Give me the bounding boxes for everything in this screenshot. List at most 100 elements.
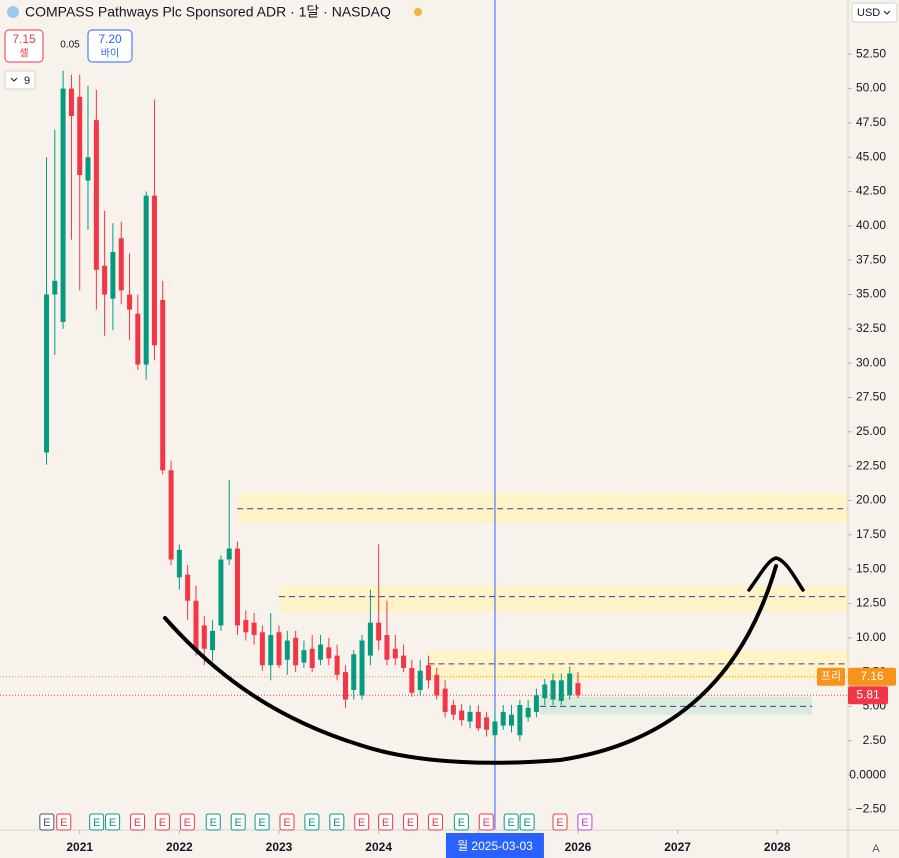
currency-button[interactable] <box>851 2 898 23</box>
candle-body <box>550 680 556 700</box>
x-tick-label: 2023 <box>266 840 293 854</box>
pre-market-tag <box>817 667 845 686</box>
event-label: E <box>308 817 315 829</box>
event-label: E <box>184 817 191 829</box>
chart-title: COMPASS Pathways Plc Sponsored ADR · 1달 … <box>25 4 391 20</box>
candle-body <box>293 637 299 666</box>
x-tick-label: 2026 <box>565 840 592 854</box>
x-tick-label: 2022 <box>166 840 193 854</box>
y-tick-label: 22.50 <box>856 458 886 472</box>
event-icon <box>89 813 105 831</box>
y-tick-label: 37.50 <box>856 252 886 266</box>
candle-body <box>342 672 348 700</box>
candle-body <box>301 650 307 663</box>
candle-body <box>185 574 191 601</box>
pre-market-price: 7.16 <box>860 669 884 683</box>
candle-body <box>226 548 232 560</box>
candle-body <box>151 195 157 346</box>
candle-body <box>77 96 83 176</box>
last-price: 5.81 <box>856 687 880 701</box>
event-icon <box>503 813 519 831</box>
y-tick-label: 17.50 <box>856 527 886 541</box>
candle-body <box>392 648 398 659</box>
candle-body <box>459 710 465 721</box>
candle-body <box>127 294 133 310</box>
candle-body <box>525 707 531 718</box>
candle-body <box>484 717 490 730</box>
drawn-curve <box>163 564 778 765</box>
event-label: E <box>581 817 588 829</box>
buy-price[interactable]: 7.20 <box>98 32 122 46</box>
y-tick-label: 52.50 <box>856 46 886 60</box>
x-tick-label: 2021 <box>66 840 93 854</box>
event-icon <box>354 813 370 831</box>
event-icon <box>179 813 195 831</box>
y-tick-label: 47.50 <box>856 115 886 129</box>
indicator-toggle[interactable] <box>4 70 36 90</box>
spread: 0.05 <box>60 40 80 51</box>
candle-body <box>359 640 365 696</box>
plot-area <box>0 0 848 830</box>
candle-body <box>276 632 282 666</box>
candle-body <box>475 711 481 729</box>
candle-body <box>318 644 324 660</box>
candle-body <box>168 470 174 560</box>
event-icon <box>453 813 469 831</box>
pre-market-tag-label: 프리 <box>821 670 841 683</box>
zone <box>237 493 848 523</box>
zone <box>540 696 813 715</box>
candle-body <box>218 559 224 626</box>
sell-button[interactable] <box>4 29 44 63</box>
y-tick-label: 42.50 <box>856 184 886 198</box>
event-label: E <box>458 817 465 829</box>
event-icon <box>105 813 121 831</box>
candle-body <box>68 88 74 117</box>
y-tick-label: 25.00 <box>856 424 886 438</box>
candle-body <box>542 684 548 699</box>
x-tick-label: 2024 <box>365 840 392 854</box>
candle-body <box>268 635 274 666</box>
candle-body <box>500 711 506 726</box>
event-label: E <box>93 817 100 829</box>
y-tick-label: 35.00 <box>856 287 886 301</box>
candle-body <box>52 280 58 295</box>
candle-body <box>234 548 240 626</box>
buy-label[interactable]: 바이 <box>101 48 119 60</box>
candle-body <box>450 705 456 715</box>
candle-body <box>575 683 581 696</box>
currency[interactable]: USD <box>857 7 880 19</box>
auto-scale-button[interactable]: A <box>872 843 880 855</box>
candle-body <box>243 619 249 633</box>
candle-body <box>118 238 124 291</box>
session-icon <box>414 8 422 16</box>
indicator-count[interactable]: 9 <box>24 75 30 87</box>
event-label: E <box>523 817 530 829</box>
candle-body <box>102 265 108 295</box>
candle-body <box>193 600 199 651</box>
event-label: E <box>210 817 217 829</box>
event-label: E <box>333 817 340 829</box>
event-label: E <box>234 817 241 829</box>
candle-body <box>85 157 91 181</box>
candle-body <box>492 721 498 736</box>
event-label: E <box>382 817 389 829</box>
event-icon <box>56 813 72 831</box>
event-label: E <box>258 817 265 829</box>
y-tick-label: 40.00 <box>856 218 886 232</box>
axes: 52.50 50.00 47.50 45.00 42.50 40.00 37.50 35.00… <box>39 46 896 858</box>
candle-body <box>160 300 166 471</box>
pre-market-price-box <box>848 667 896 686</box>
event-icon <box>403 813 419 831</box>
event-icon <box>552 813 568 831</box>
buy-button[interactable] <box>87 29 133 63</box>
sell-label[interactable]: 셀 <box>19 48 28 60</box>
candle-body <box>376 622 382 641</box>
y-tick-label: 0.0000 <box>849 767 886 781</box>
event-icon <box>279 813 295 831</box>
candle-body <box>93 120 99 270</box>
zone <box>279 585 848 612</box>
sell-price[interactable]: 7.15 <box>12 32 36 46</box>
event-icon <box>205 813 221 831</box>
candle-body <box>508 714 514 726</box>
